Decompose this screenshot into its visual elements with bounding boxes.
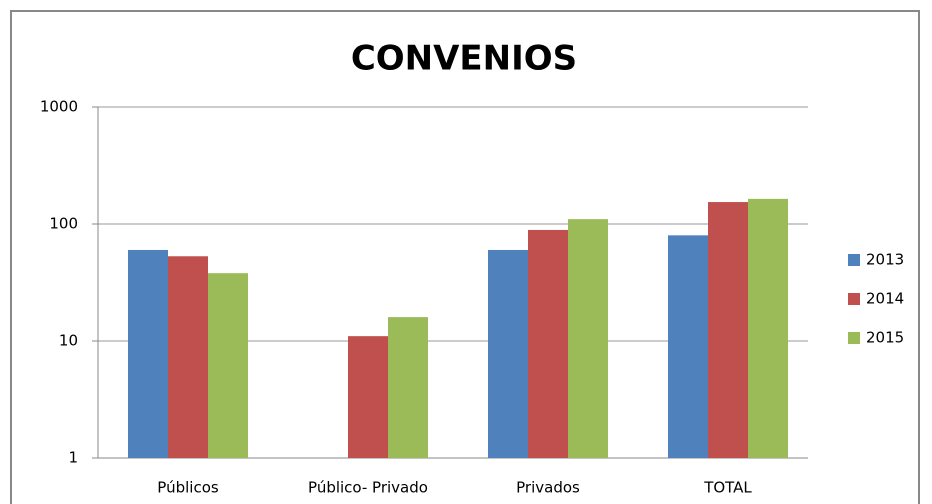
bar — [528, 229, 568, 458]
legend-swatch — [848, 332, 860, 344]
chart-title: CONVENIOS — [351, 39, 577, 79]
bar — [668, 235, 708, 458]
bar — [348, 336, 388, 458]
y-tick-label: 10 — [59, 332, 78, 350]
legend-swatch — [848, 293, 860, 305]
y-tick-label: 100 — [49, 215, 78, 233]
y-tick-label: 1 — [68, 449, 78, 467]
x-tick-label: Públicos — [157, 479, 219, 497]
bar — [208, 273, 248, 458]
x-tick-label: Privados — [516, 479, 580, 497]
bar — [568, 219, 608, 458]
x-tick-label: TOTAL — [703, 479, 752, 497]
bar — [388, 317, 428, 458]
bar — [488, 249, 528, 458]
bar — [168, 256, 208, 458]
legend-label: 2015 — [866, 329, 904, 347]
y-tick-label: 1000 — [40, 98, 78, 116]
legend-swatch — [848, 254, 860, 266]
x-tick-label: Público- Privado — [308, 479, 428, 497]
legend-label: 2013 — [866, 251, 904, 269]
bar — [128, 249, 168, 458]
bar — [708, 202, 748, 458]
legend-label: 2014 — [866, 290, 904, 308]
bar — [748, 198, 788, 458]
